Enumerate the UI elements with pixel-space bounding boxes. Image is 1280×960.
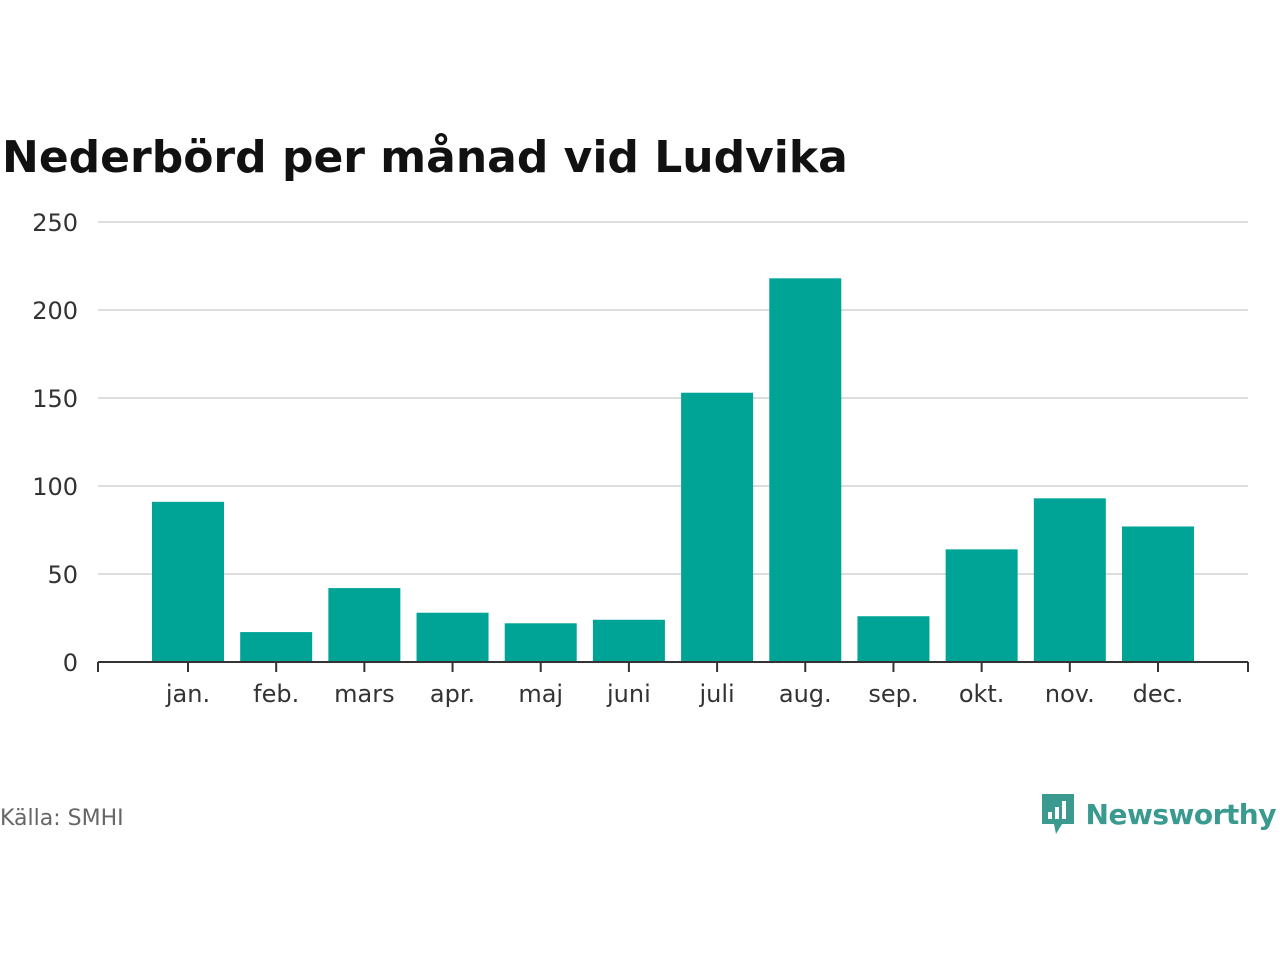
x-axis [97, 661, 1249, 672]
x-tick-label: apr. [430, 680, 475, 708]
newsworthy-brand[interactable]: Newsworthy [1040, 792, 1277, 836]
x-tick-label: feb. [253, 680, 299, 708]
bar [504, 623, 577, 662]
bar [681, 392, 754, 662]
bar [592, 619, 665, 662]
x-tick-label: maj [518, 680, 563, 708]
bar [416, 612, 489, 662]
y-axis-labels: 0 50 100 150 200 250 [32, 209, 78, 677]
x-axis-labels: jan. feb. mars apr. maj juni juli aug. sep. okt. n… [165, 680, 1184, 708]
x-tick-label: jan. [165, 680, 210, 708]
y-tick-label: 200 [32, 297, 78, 325]
bar [240, 632, 313, 662]
bar [945, 549, 1018, 662]
x-tick-label: juli [698, 680, 734, 708]
y-tick-label: 150 [32, 385, 78, 413]
x-tick-label: sep. [868, 680, 918, 708]
bar [857, 616, 930, 662]
bar [328, 588, 401, 662]
bar [152, 501, 224, 662]
x-tick-label: okt. [959, 680, 1005, 708]
x-tick-label: dec. [1133, 680, 1184, 708]
x-tick-label: juni [606, 680, 651, 708]
x-tick-label: mars [334, 680, 394, 708]
bar [769, 278, 842, 662]
bars [152, 278, 1194, 662]
bar [1122, 526, 1194, 662]
chart-title: Nederbörd per månad vid Ludvika [2, 132, 848, 183]
x-tick-label: aug. [779, 680, 832, 708]
source-label: Källa: SMHI [0, 806, 124, 831]
y-tick-label: 50 [47, 561, 78, 589]
y-tick-label: 0 [63, 649, 78, 677]
y-tick-label: 250 [32, 209, 78, 237]
bar [1033, 498, 1106, 662]
y-tick-label: 100 [32, 473, 78, 501]
brand-name: Newsworthy [1085, 797, 1277, 831]
x-tick-label: nov. [1045, 680, 1095, 708]
newsworthy-logo-icon [1041, 794, 1074, 834]
